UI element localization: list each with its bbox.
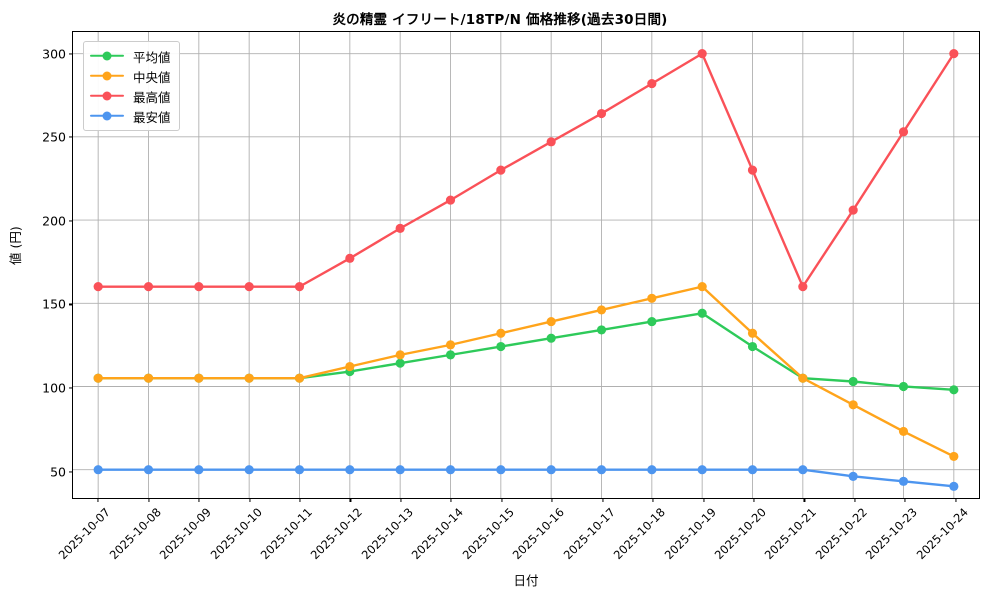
y-tick-label: 300 (42, 46, 66, 62)
x-tick-mark (349, 498, 351, 502)
x-tick-mark (904, 498, 906, 502)
legend-label: 平均値 (133, 49, 171, 65)
legend-item-1[interactable]: 中央値 (90, 67, 171, 85)
plot-area: 平均値中央値最高値最安値 50 100 150 200 250 300 2025-10-07… (42, 31, 980, 562)
x-tick-label: 2025-10-07 (55, 505, 114, 563)
x-tick-label: 2025-10-12 (308, 505, 366, 563)
x-tick-label: 2025-10-14 (409, 505, 467, 563)
y-axis-label: 値 (円) (8, 226, 23, 265)
legend-item-0[interactable]: 平均値 (90, 47, 171, 65)
x-tick-mark (400, 498, 402, 502)
x-tick-label: 2025-10-09 (156, 505, 215, 563)
chart-title: 炎の精霊 イフリート/18TP/N 価格推移(過去30日間) (332, 12, 668, 28)
x-tick-label: 2025-10-08 (106, 505, 164, 563)
y-tick-mark (69, 53, 73, 55)
x-tick-label: 2025-10-15 (459, 505, 517, 563)
x-tick-mark (602, 498, 604, 502)
x-tick-mark (652, 498, 654, 502)
x-tick-mark (299, 498, 301, 502)
series-2 (93, 49, 959, 292)
legend-label: 最安値 (133, 109, 171, 125)
x-tick-mark (198, 498, 200, 502)
legend-label: 中央値 (133, 69, 171, 85)
plot-svg (73, 32, 979, 498)
legend-marker-icon (90, 109, 124, 123)
x-tick-label: 2025-10-19 (661, 505, 719, 563)
x-tick-label: 2025-10-22 (812, 505, 870, 563)
x-tick-mark (501, 498, 503, 502)
x-tick-mark (803, 498, 805, 502)
x-axis-label: 日付 (513, 573, 539, 588)
x-tick-mark (551, 498, 553, 502)
x-tick-label: 2025-10-13 (358, 505, 416, 563)
y-tick-mark (69, 136, 73, 138)
x-tick-label: 2025-10-24 (913, 505, 971, 563)
y-tick-label: 200 (42, 213, 66, 229)
x-tick-mark (148, 498, 150, 502)
x-tick-mark (854, 498, 856, 502)
y-tick-mark (69, 220, 73, 222)
legend-marker-icon (90, 89, 124, 103)
y-tick-label: 50 (50, 464, 66, 480)
series-3 (93, 465, 959, 491)
series-0 (93, 308, 959, 395)
y-tick-mark (69, 387, 73, 389)
y-tick-mark (69, 303, 73, 305)
x-tick-label: 2025-10-18 (610, 505, 669, 563)
x-tick-label: 2025-10-16 (509, 505, 568, 563)
x-tick-mark (753, 498, 755, 502)
legend-label: 最高値 (133, 89, 171, 105)
x-tick-label: 2025-10-20 (711, 505, 769, 563)
y-tick-mark (69, 471, 73, 473)
chart-legend: 平均値中央値最高値最安値 (83, 41, 180, 131)
y-tick-label: 250 (42, 129, 66, 145)
series-1 (93, 282, 959, 461)
grid-lines (73, 32, 979, 498)
x-tick-label: 2025-10-17 (560, 505, 618, 563)
x-tick-mark (955, 498, 957, 502)
x-tick-label: 2025-10-23 (863, 505, 921, 563)
legend-item-3[interactable]: 最安値 (90, 107, 171, 125)
x-tick-mark (450, 498, 452, 502)
x-tick-mark (249, 498, 251, 502)
x-tick-label: 2025-10-21 (762, 505, 820, 563)
legend-item-2[interactable]: 最高値 (90, 87, 171, 105)
legend-marker-icon (90, 69, 124, 83)
x-tick-mark (703, 498, 705, 502)
legend-marker-icon (90, 49, 124, 63)
y-tick-label: 100 (42, 380, 66, 396)
x-tick-label: 2025-10-11 (257, 505, 315, 563)
y-tick-label: 150 (42, 296, 66, 312)
x-tick-label: 2025-10-10 (207, 505, 265, 563)
x-tick-mark (97, 498, 99, 502)
